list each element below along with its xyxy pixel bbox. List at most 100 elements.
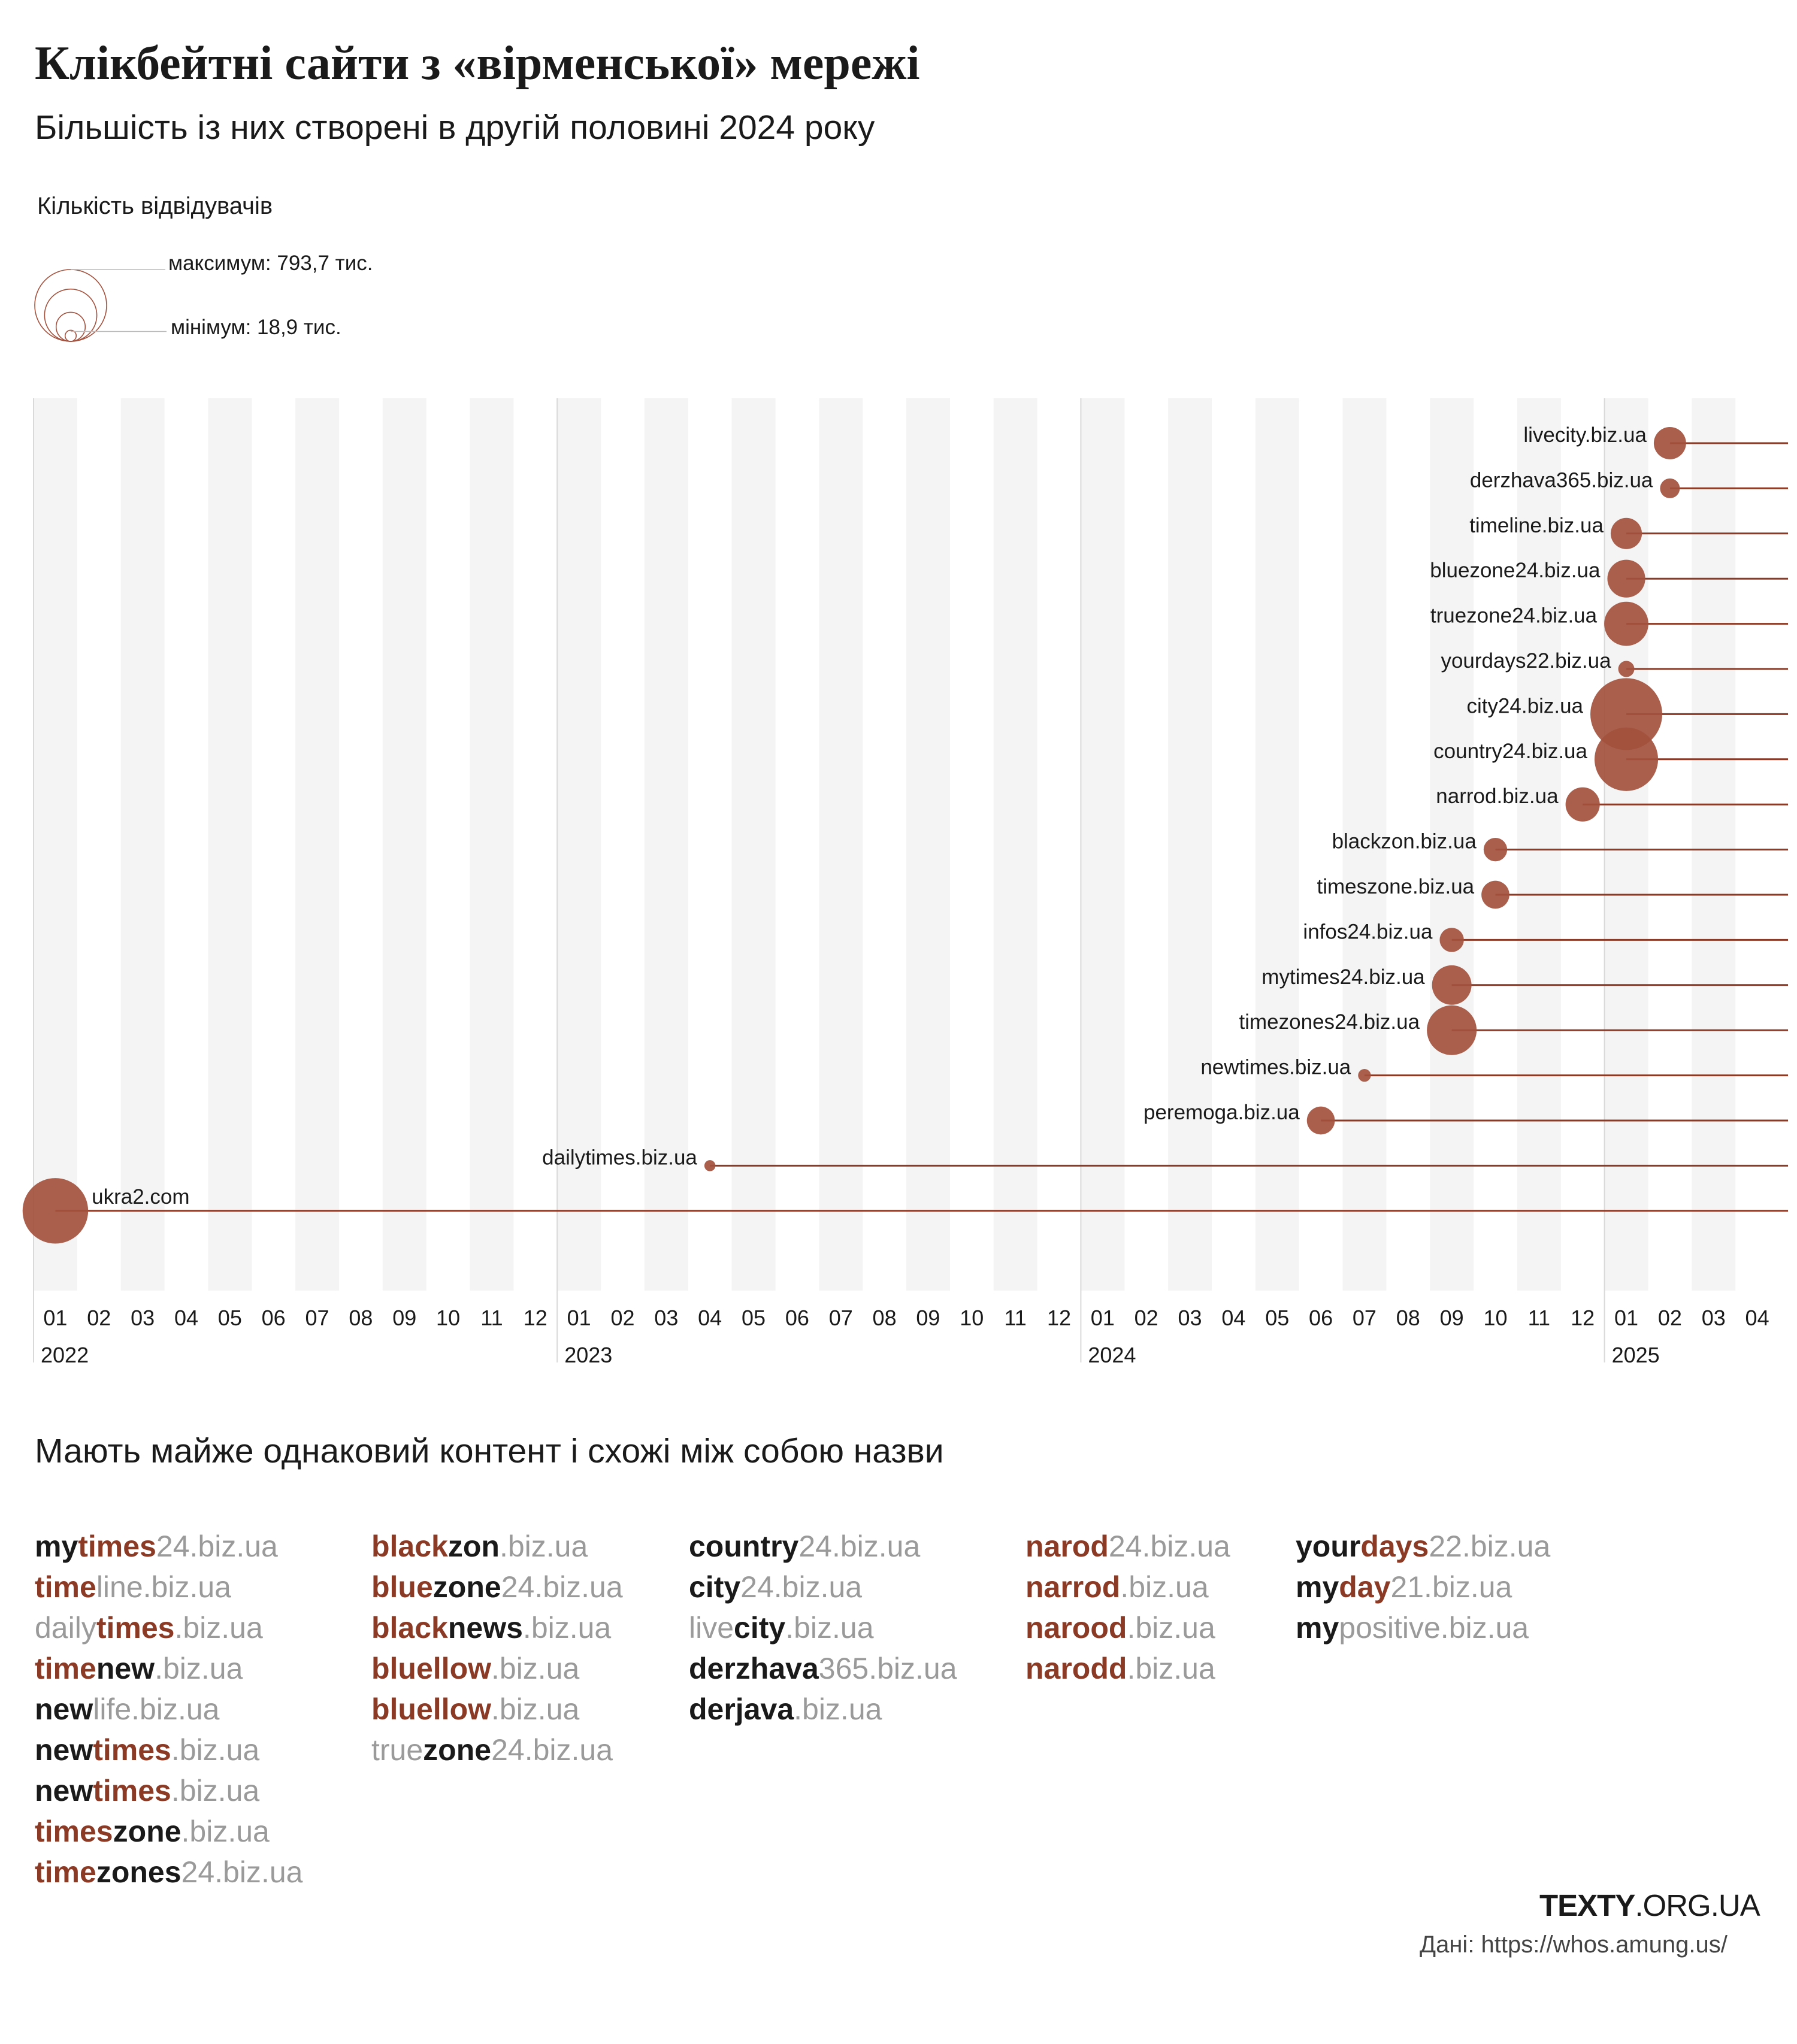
month-tick-label: 06	[262, 1306, 286, 1330]
month-tick-label: 08	[873, 1306, 897, 1330]
series-bubble	[704, 1160, 716, 1171]
month-tick-label: 12	[524, 1306, 547, 1330]
month-tick-label: 01	[1614, 1306, 1638, 1330]
series-bubble	[1610, 517, 1642, 549]
month-band	[819, 398, 863, 1291]
domain-name-part: life.biz.ua	[93, 1692, 220, 1726]
domain-name: truezone24.biz.ua	[371, 1730, 623, 1770]
domain-name-part: news	[447, 1611, 523, 1645]
domain-name: timeline.biz.ua	[35, 1567, 302, 1607]
size-legend-max-label: максимум: 793,7 тис.	[168, 252, 373, 275]
series-label: city24.biz.ua	[1466, 694, 1583, 717]
name-column-2: blackzon.biz.ua bluezone24.biz.ua blacknew…	[371, 1526, 623, 1770]
month-tick-label: 04	[174, 1306, 198, 1330]
series-bubbles	[22, 427, 1686, 1244]
domain-name-part: 24.biz.ua	[501, 1570, 623, 1604]
name-column-4: narod24.biz.ua narrod.biz.ua narood.biz.ua…	[1025, 1526, 1230, 1689]
month-tick-label: 09	[392, 1306, 416, 1330]
domain-name: timezones24.biz.ua	[35, 1852, 302, 1892]
domain-name-part: line.biz.ua	[96, 1570, 231, 1604]
month-band	[557, 398, 601, 1291]
domain-name-part: .biz.ua	[181, 1815, 270, 1848]
domain-name-part: 24.biz.ua	[181, 1855, 303, 1889]
domain-name-part: 22.biz.ua	[1429, 1530, 1551, 1563]
series-bubble	[1483, 837, 1508, 862]
series-label: dailytimes.biz.ua	[542, 1146, 697, 1169]
domain-name-part: my	[1296, 1611, 1339, 1645]
series-label: newtimes.biz.ua	[1200, 1056, 1351, 1079]
month-band	[1081, 398, 1125, 1291]
month-band	[295, 398, 340, 1291]
domain-name-part: .biz.ua	[522, 1611, 612, 1645]
domain-name: country24.biz.ua	[689, 1526, 957, 1567]
series-label: ukra2.com	[92, 1185, 189, 1209]
domain-name-part: 24.biz.ua	[740, 1570, 863, 1604]
series-bubble	[1427, 1005, 1477, 1055]
domain-name-part: days	[1360, 1530, 1429, 1563]
domain-name: mytimes24.biz.ua	[35, 1526, 302, 1567]
month-tick-label: 04	[1221, 1306, 1245, 1330]
domain-name-part: narood	[1025, 1611, 1127, 1645]
domain-name-part: new	[96, 1652, 155, 1685]
domain-name-part: 24.biz.ua	[1108, 1530, 1230, 1563]
x-axis-ticks: 01 02 03 04 05 06 07 08 09 10 11 12 01 02 03 04 05 06 07 08…	[41, 1306, 1769, 1367]
month-band	[1430, 398, 1474, 1291]
size-legend	[34, 269, 167, 342]
series-bubble	[1306, 1106, 1335, 1135]
month-bands	[33, 398, 1736, 1362]
month-tick-label: 05	[218, 1306, 242, 1330]
month-tick-label: 07	[305, 1306, 329, 1330]
series-label: livecity.biz.ua	[1523, 423, 1647, 447]
month-tick-label: 01	[567, 1306, 591, 1330]
domain-name-part: 24.biz.ua	[156, 1530, 278, 1563]
month-tick-label: 03	[131, 1306, 155, 1330]
domain-name-part: zone	[423, 1733, 492, 1767]
month-tick-label: 08	[349, 1306, 373, 1330]
series-bubble	[1660, 478, 1680, 498]
domain-name-part: times	[93, 1774, 171, 1807]
month-tick-label: 01	[43, 1306, 67, 1330]
domain-name-part: bluellow	[371, 1652, 491, 1685]
month-tick-label: 05	[742, 1306, 766, 1330]
domain-name-part: derjava	[689, 1692, 794, 1726]
domain-name-part: .biz.ua	[491, 1652, 580, 1685]
domain-name-part: 21.biz.ua	[1390, 1570, 1512, 1604]
month-tick-label: 11	[1004, 1306, 1026, 1330]
month-tick-label: 10	[1483, 1306, 1507, 1330]
domain-name: newtimes.biz.ua	[35, 1730, 302, 1770]
logo-bold: TEXTY	[1539, 1888, 1635, 1922]
domain-name: bluellow.biz.ua	[371, 1689, 623, 1730]
domain-name-part: .biz.ua	[794, 1692, 882, 1726]
series-bubble	[1481, 880, 1509, 909]
domain-name-part: narodd	[1025, 1652, 1127, 1685]
month-band	[906, 398, 950, 1291]
month-band	[1342, 398, 1387, 1291]
series-bubble	[1439, 928, 1464, 952]
domain-name-part: .biz.ua	[155, 1652, 243, 1685]
series-label: derzhava365.biz.ua	[1470, 468, 1653, 492]
domain-name: narodd.biz.ua	[1025, 1648, 1230, 1689]
domain-name-part: 365.biz.ua	[818, 1652, 957, 1685]
size-legend-title: Кількість відвідувачів	[37, 193, 273, 219]
domain-name-part: my	[1296, 1570, 1339, 1604]
domain-name-part: live	[689, 1611, 734, 1645]
domain-name: derjava.biz.ua	[689, 1689, 957, 1730]
series-bubble	[1432, 965, 1472, 1005]
month-tick-label: 06	[1309, 1306, 1333, 1330]
legend-circle	[64, 329, 77, 342]
domain-name-part: country	[689, 1530, 799, 1563]
size-legend-min-label: мінімум: 18,9 тис.	[171, 316, 341, 339]
year-tick-label: 2024	[1088, 1343, 1136, 1367]
month-tick-label: 08	[1396, 1306, 1420, 1330]
domain-name-part: bluellow	[371, 1692, 491, 1726]
texty-logo: TEXTY.ORG.UA	[1539, 1888, 1760, 1923]
month-band	[208, 398, 252, 1291]
month-band	[1517, 398, 1561, 1291]
series-label: timeszone.biz.ua	[1317, 875, 1475, 898]
series-lines	[55, 442, 1788, 1212]
domain-name-part: narod	[1025, 1530, 1109, 1563]
month-tick-label: 07	[829, 1306, 853, 1330]
month-tick-label: 02	[610, 1306, 634, 1330]
domain-name-part: .biz.ua	[785, 1611, 874, 1645]
series-bubble	[1653, 427, 1686, 459]
